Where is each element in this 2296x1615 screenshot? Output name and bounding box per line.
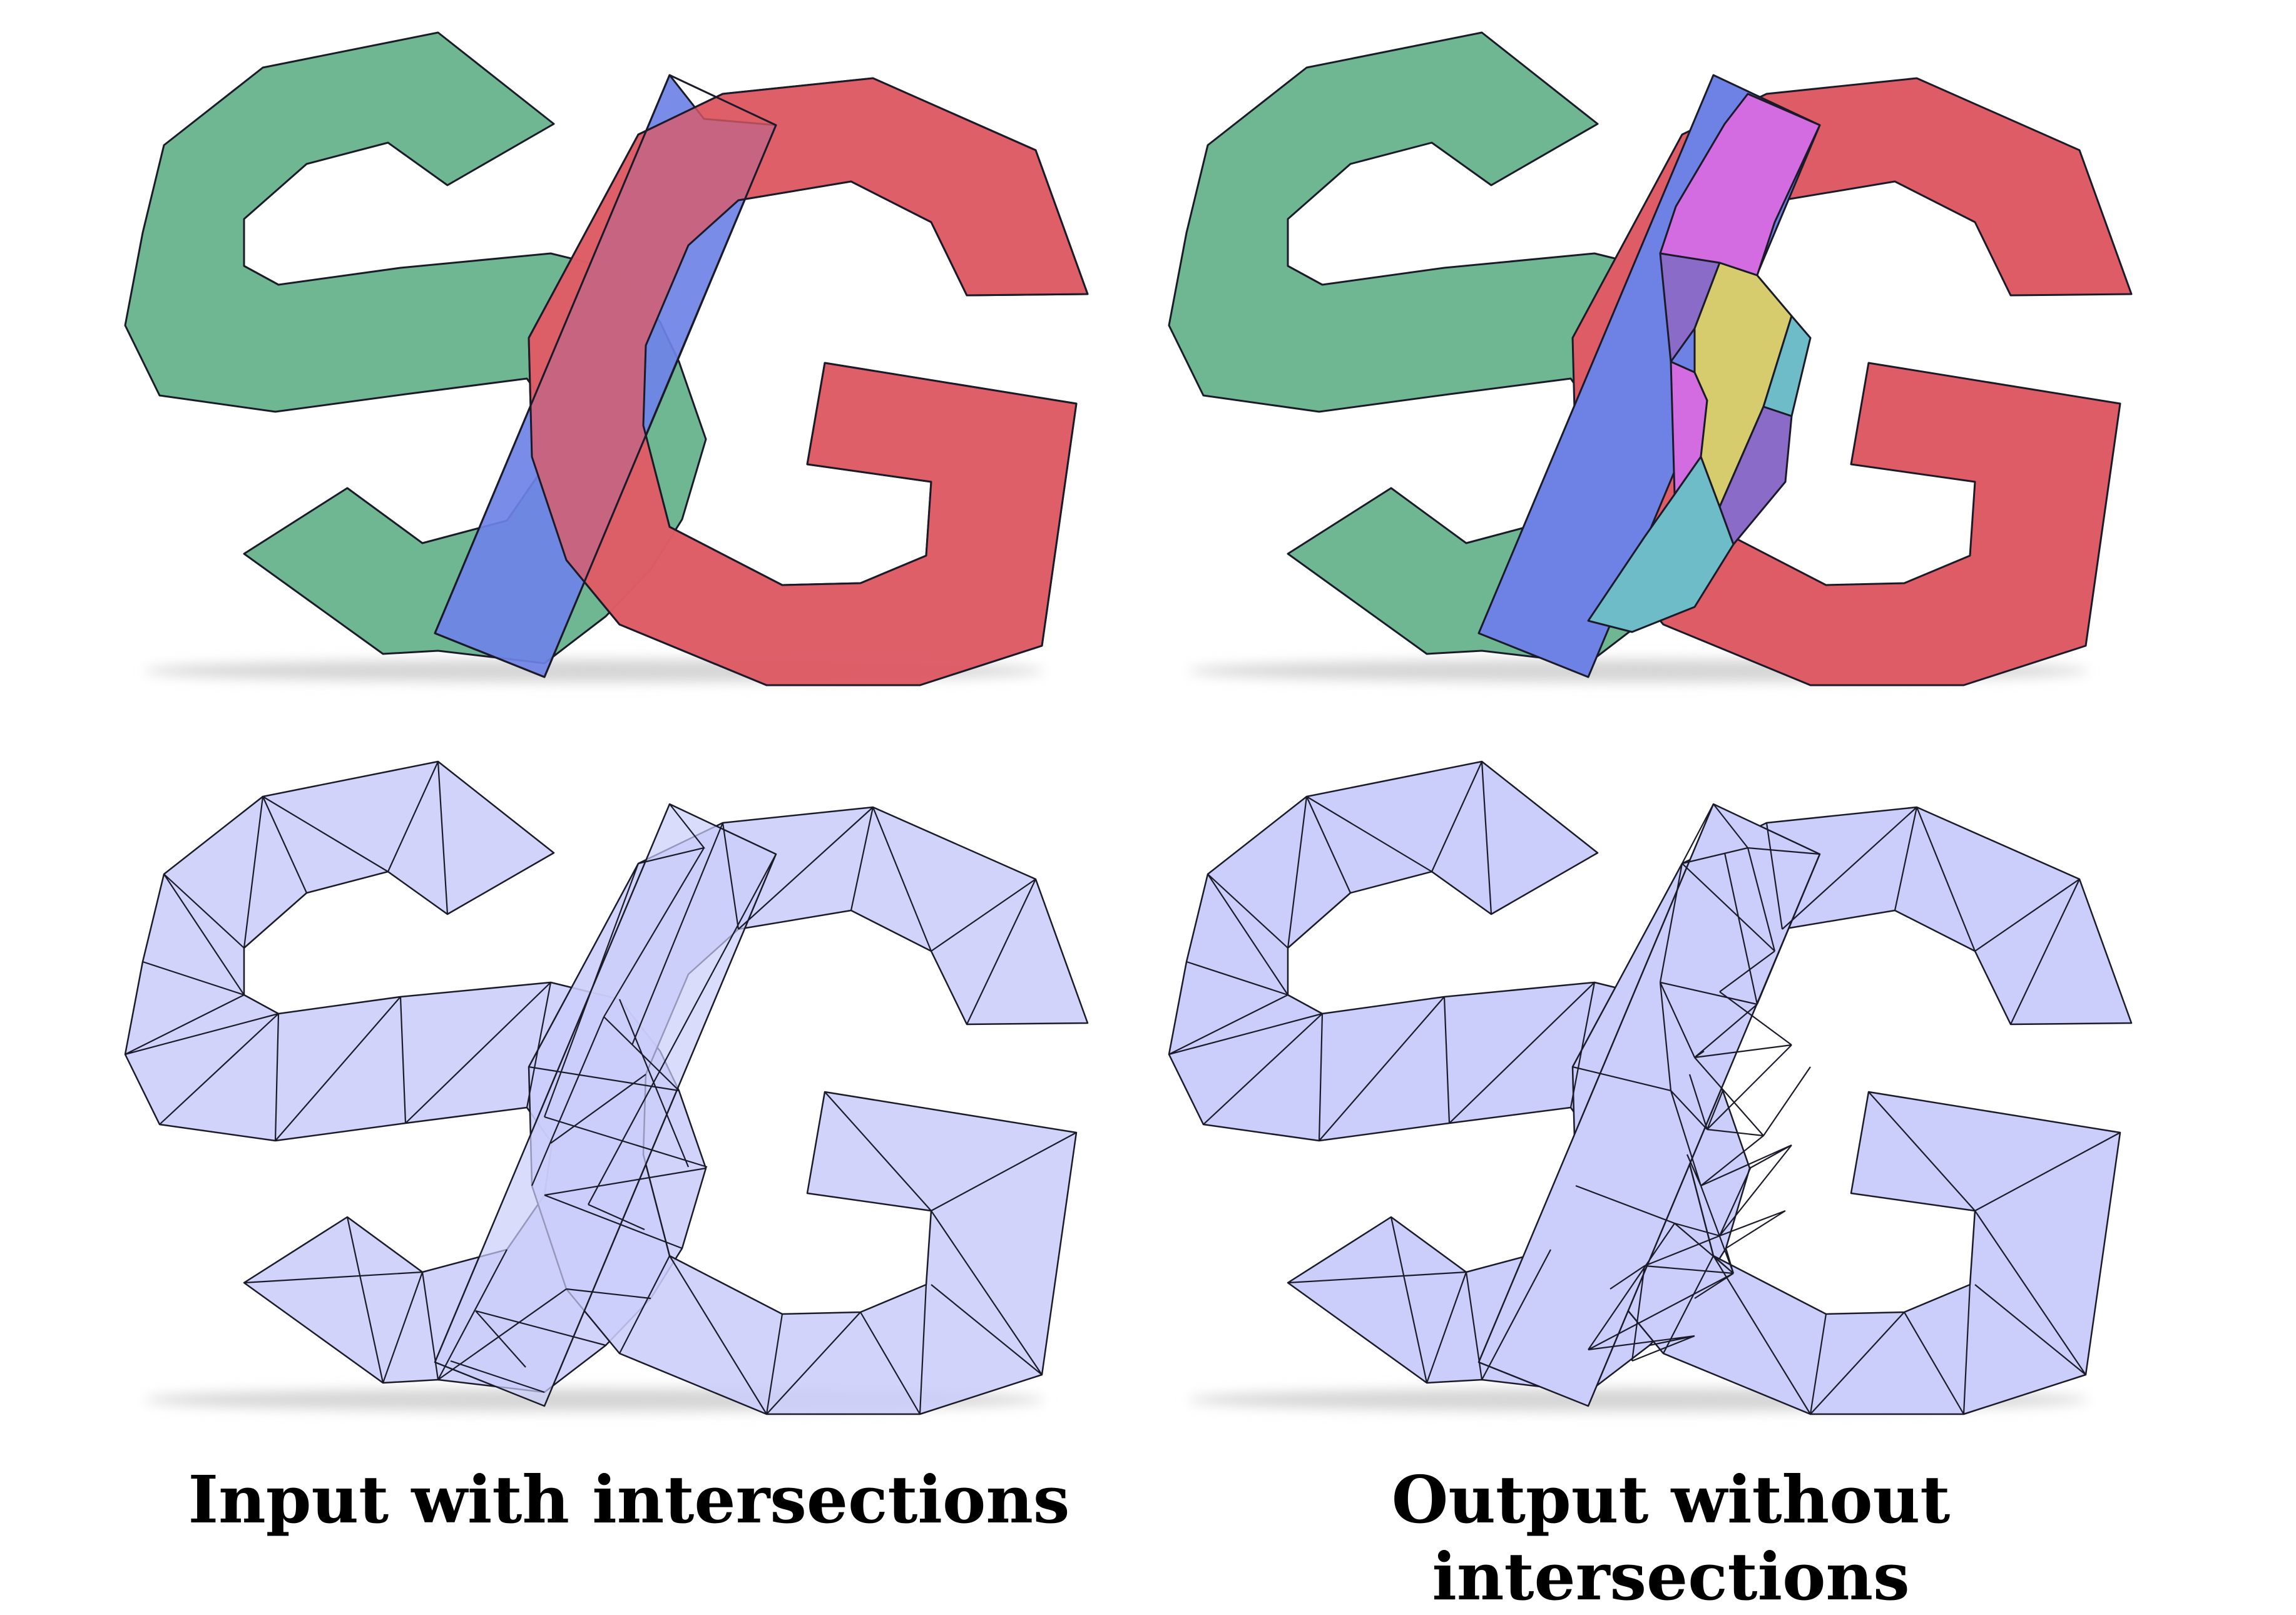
panel-output-colored [1168,31,2133,686]
mesh-triangulation-edges [1168,761,2121,1415]
strip-outline [434,74,777,678]
mesh-strip [434,803,777,1407]
mesh-strip [1477,803,1821,1407]
caption-input: Input with intersections [188,1461,1070,1538]
caption-output: Output without intersections [1391,1461,1951,1615]
mesh-triangulation-edges [125,761,1077,1415]
panel-output-mesh [1168,760,2133,1415]
panel-input-mesh [124,760,1089,1415]
letter-g-front [528,77,1089,686]
overlap-regions [1587,93,1821,633]
panel-input-colored [124,31,1089,686]
overlap-purple-right [1718,405,1793,546]
intersection-removal-figure [124,31,2133,1415]
overlap-teal-bottom [1587,456,1735,633]
